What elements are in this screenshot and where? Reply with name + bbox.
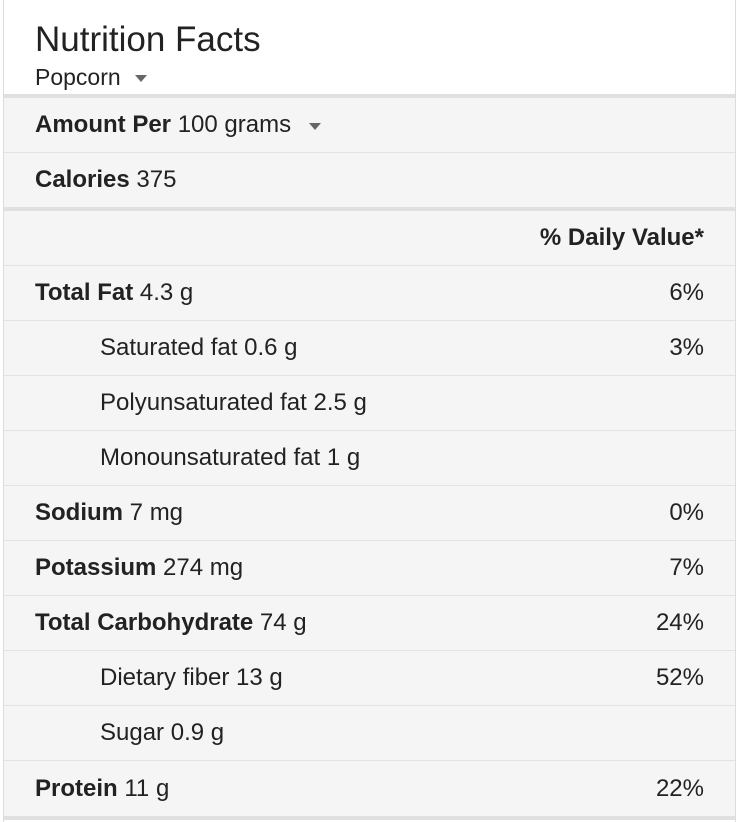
nutrient-row: Potassium 274 mg 7% — [4, 541, 735, 596]
nutrient-name: Saturated fat — [100, 334, 238, 361]
nutrition-header: Nutrition Facts Popcorn — [4, 0, 735, 94]
nutrient-row: Sugar 0.9 g — [4, 706, 735, 761]
food-dropdown-label: Popcorn — [35, 64, 121, 90]
nutrient-row: Monounsaturated fat 1 g — [4, 431, 735, 486]
food-dropdown[interactable]: Popcorn — [35, 64, 147, 91]
thick-divider — [4, 207, 735, 211]
nutrient-daily-value: 6% — [669, 279, 704, 306]
nutrient-row: Dietary fiber 13 g 52% — [4, 651, 735, 706]
nutrient-name: Potassium — [35, 554, 157, 581]
nutrient-amount: 1 g — [326, 444, 361, 471]
nutrient-daily-value: 24% — [655, 609, 704, 636]
nutrient-name: Total Fat — [35, 279, 134, 306]
nutrition-facts-card: Nutrition Facts Popcorn Amount Per 100 g… — [3, 0, 736, 822]
nutrient-amount: 13 g — [236, 664, 283, 691]
nutrient-label-group: Saturated fat 0.6 g — [100, 334, 298, 362]
nutrient-daily-value: 0% — [669, 499, 704, 526]
nutrient-list: Total Fat 4.3 g 6% Saturated fat 0.6 g 3% Po… — [4, 266, 735, 816]
serving-size-value: 100 grams — [177, 111, 292, 138]
nutrient-amount: 4.3 g — [139, 279, 194, 306]
calories-label: Calories — [35, 166, 130, 193]
nutrient-name: Monounsaturated fat — [100, 444, 321, 471]
chevron-down-icon — [309, 122, 322, 130]
nutrient-row: Total Fat 4.3 g 6% — [4, 266, 735, 321]
thick-divider — [4, 816, 735, 820]
nutrient-name: Dietary fiber — [100, 664, 230, 691]
nutrient-label-group: Total Carbohydrate 74 g — [35, 609, 307, 637]
nutrient-daily-value: 52% — [655, 664, 704, 691]
serving-size-dropdown[interactable]: 100 grams — [177, 111, 322, 139]
nutrient-label-group: Dietary fiber 13 g — [100, 664, 283, 692]
nutrient-label-group: Polyunsaturated fat 2.5 g — [100, 389, 367, 417]
nutrient-amount: 11 g — [124, 774, 170, 802]
nutrient-daily-value: 7% — [669, 554, 704, 581]
nutrient-name: Sugar — [100, 719, 165, 746]
page-title: Nutrition Facts — [35, 20, 261, 59]
nutrient-row: Total Carbohydrate 74 g 24% — [4, 596, 735, 651]
serving-label: Amount Per — [35, 111, 172, 138]
nutrient-label-group: Potassium 274 mg — [35, 554, 243, 582]
nutrient-amount: 274 mg — [163, 554, 244, 581]
nutrient-name: Sodium — [35, 499, 123, 526]
calories-row: Calories 375 — [4, 153, 735, 207]
nutrient-amount: 0.9 g — [170, 719, 225, 746]
thick-divider — [4, 94, 735, 98]
nutrient-amount: 0.6 g — [244, 334, 298, 361]
daily-value-header: % Daily Value* — [539, 224, 704, 251]
nutrient-daily-value: 3% — [669, 334, 704, 361]
nutrient-row: Protein 11 g 22% — [4, 761, 735, 816]
serving-row: Amount Per 100 grams — [4, 98, 735, 153]
nutrient-row: Sodium 7 mg 0% — [4, 486, 735, 541]
nutrient-label-group: Protein 11 g — [35, 775, 169, 803]
nutrient-label-group: Sodium 7 mg — [35, 499, 183, 527]
nutrient-name: Polyunsaturated fat — [100, 389, 307, 416]
nutrient-label-group: Total Fat 4.3 g — [35, 279, 193, 307]
nutrient-row: Saturated fat 0.6 g 3% — [4, 321, 735, 376]
nutrient-amount: 74 g — [259, 609, 307, 636]
calories-value: 375 — [136, 166, 177, 193]
nutrient-daily-value: 22% — [655, 774, 704, 802]
nutrient-name: Protein — [35, 774, 118, 802]
nutrient-name: Total Carbohydrate — [35, 609, 254, 636]
nutrient-row: Polyunsaturated fat 2.5 g — [4, 376, 735, 431]
daily-value-header-row: % Daily Value* — [4, 211, 735, 266]
nutrient-label-group: Sugar 0.9 g — [100, 719, 224, 747]
nutrient-amount: 7 mg — [129, 499, 184, 526]
chevron-down-icon — [134, 75, 147, 82]
nutrient-label-group: Monounsaturated fat 1 g — [100, 444, 360, 472]
nutrient-amount: 2.5 g — [313, 389, 367, 416]
